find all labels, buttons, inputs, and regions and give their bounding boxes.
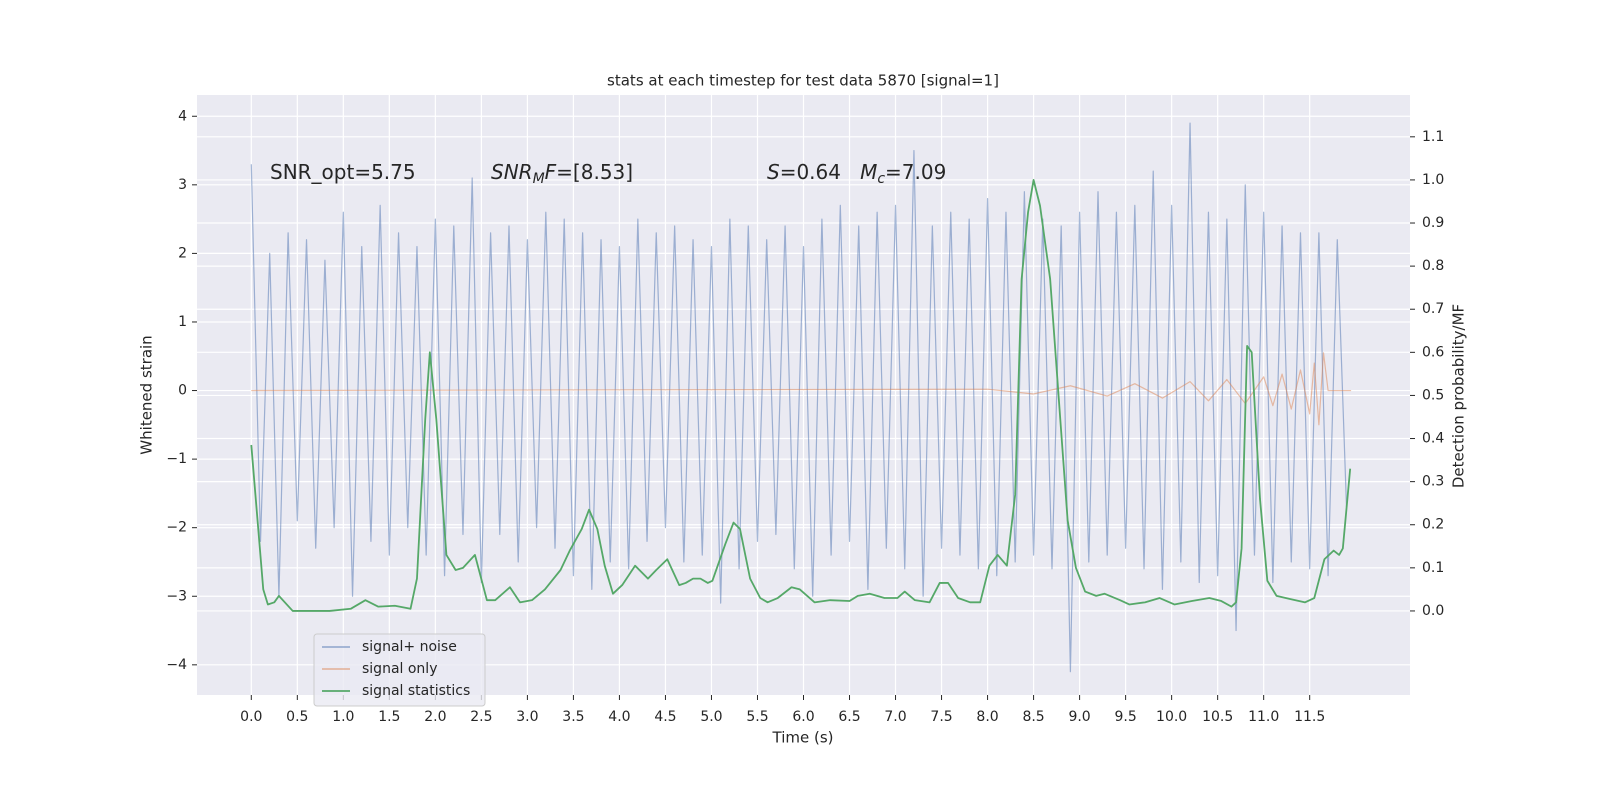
x-tick-label: 10.5	[1202, 709, 1233, 725]
x-tick-label: 5.0	[700, 709, 722, 725]
annotation: SNRMF=[8.53]	[491, 160, 633, 188]
annotation-part: SNR	[491, 160, 533, 184]
x-tick-label: 3.5	[562, 709, 584, 725]
x-tick-label: 11.0	[1248, 709, 1279, 725]
y2-tick-label: 0.0	[1422, 603, 1444, 619]
y2-tick-label: 0.5	[1422, 387, 1444, 403]
x-tick-label: 8.0	[976, 709, 998, 725]
y-tick-label: 4	[178, 108, 187, 124]
x-tick-label: 10.0	[1156, 709, 1187, 725]
x-tick-label: 6.0	[792, 709, 814, 725]
plot-lines	[250, 122, 1352, 673]
legend-label: signal statistics	[362, 683, 470, 699]
annotation: S=0.64 Mc=7.09	[767, 160, 946, 188]
y-tick-label: −3	[166, 588, 187, 604]
y2-tick-label: 1.0	[1422, 172, 1444, 188]
x-tick-label: 7.0	[884, 709, 906, 725]
annotation-part: =0.64	[780, 160, 860, 184]
x-tick-label: 2.5	[470, 709, 492, 725]
y-tick-label: −2	[166, 520, 187, 536]
x-tick-label: 11.5	[1294, 709, 1325, 725]
x-tick-label: 1.0	[332, 709, 354, 725]
x-tick-label: 9.5	[1114, 709, 1136, 725]
x-tick-label: 5.5	[746, 709, 768, 725]
x-tick-label: 3.0	[516, 709, 538, 725]
y2-tick-label: 0.2	[1422, 517, 1444, 533]
y-tick-label: 2	[178, 245, 187, 261]
y2-tick-label: 0.1	[1422, 560, 1444, 576]
series-line	[250, 179, 1352, 612]
y-axis-label: Whitened strain	[138, 335, 156, 454]
legend: signal+ noise signal only signal statistic…	[313, 633, 486, 707]
annotation-part: S	[767, 160, 780, 184]
y-tick-label: 0	[178, 383, 187, 399]
annotation-part: F	[545, 160, 557, 184]
x-axis-label: Time (s)	[772, 729, 834, 747]
x-tick-label: 4.0	[608, 709, 630, 725]
x-tick-label: 4.5	[654, 709, 676, 725]
x-tick-label: 8.5	[1022, 709, 1044, 725]
y-tick-label: 3	[178, 177, 187, 193]
legend-label: signal+ noise	[362, 639, 457, 655]
y2-tick-label: 0.9	[1422, 215, 1444, 231]
y2-axis-label: Detection probability/MF	[1450, 304, 1468, 488]
annotation-part: M	[860, 160, 877, 184]
annotation-part: =7.09	[885, 160, 946, 184]
x-tick-label: 9.0	[1068, 709, 1090, 725]
annotation-part: SNR_opt=5.75	[270, 160, 416, 184]
x-tick-label: 2.0	[424, 709, 446, 725]
y2-tick-label: 0.6	[1422, 344, 1444, 360]
y-tick-label: −1	[166, 451, 187, 467]
y2-tick-label: 0.7	[1422, 301, 1444, 317]
series-line	[250, 122, 1348, 673]
legend-box	[313, 633, 486, 707]
y2-tick-label: 0.3	[1422, 474, 1444, 490]
chart-title: stats at each timestep for test data 587…	[607, 72, 999, 90]
y-tick-label: −4	[166, 657, 187, 673]
x-tick-label: 7.5	[930, 709, 952, 725]
annotation-part: M	[533, 171, 545, 187]
grid	[197, 95, 1410, 695]
y-tick-label: 1	[178, 314, 187, 330]
y2-tick-label: 0.4	[1422, 431, 1444, 447]
x-tick-label: 1.5	[378, 709, 400, 725]
y2-tick-label: 1.1	[1422, 129, 1444, 145]
annotation-part: c	[877, 171, 885, 187]
x-tick-label: 6.5	[838, 709, 860, 725]
x-tick-label: 0.0	[240, 709, 262, 725]
annotation: SNR_opt=5.75	[270, 160, 416, 184]
annotation-part: =[8.53]	[556, 160, 633, 184]
legend-label: signal only	[362, 661, 437, 677]
x-tick-label: 0.5	[286, 709, 308, 725]
y2-tick-label: 0.8	[1422, 258, 1444, 274]
